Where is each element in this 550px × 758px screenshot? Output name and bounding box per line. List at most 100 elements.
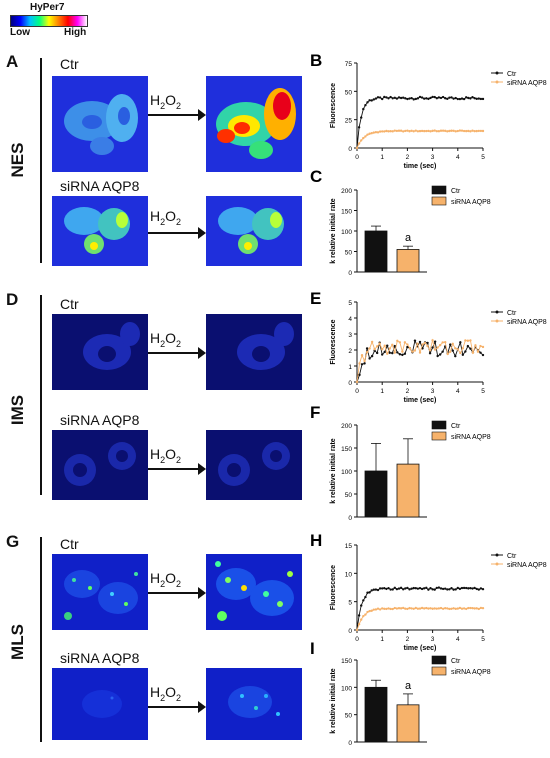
data-point-b-0-3: [362, 107, 365, 111]
data-point-b-0-47: [454, 96, 457, 100]
series-line-e-0: [356, 339, 484, 383]
data-point-e-0-33: [438, 353, 442, 356]
ims-ctr-arrow: [148, 347, 206, 359]
x-tick-label-h-2: 2: [406, 636, 410, 643]
data-point-b-1-60: [481, 129, 485, 133]
data-point-b-0-39: [437, 96, 441, 99]
panel-letter-i: I: [310, 639, 315, 658]
data-point-e-1-29: [428, 349, 432, 352]
data-point-h-1-16: [389, 607, 392, 611]
mls-sirna-before-cells: [82, 690, 122, 718]
x-tick-label-b-4: 4: [456, 154, 460, 161]
mls-sirna-after-cells: [228, 686, 280, 718]
data-point-b-1-18: [393, 129, 396, 132]
data-point-h-0-56: [473, 586, 476, 590]
data-point-b-1-29: [416, 130, 420, 133]
data-point-b-1-57: [475, 129, 478, 133]
data-point-b-1-23: [404, 129, 407, 133]
y-axis-label-f: k relative initial rate: [330, 438, 337, 503]
data-point-b-0-10: [376, 96, 380, 99]
data-point-h-0-45: [450, 587, 453, 590]
legend-swatch-c-1: [431, 196, 447, 206]
data-point-e-1-43: [464, 339, 467, 342]
y-tick-label-e-4: 4: [348, 316, 352, 323]
legend-marker-h-1: [495, 562, 499, 566]
data-point-h-1-47: [454, 607, 457, 611]
data-point-b-1-20: [397, 129, 401, 132]
data-point-e-1-33: [438, 343, 442, 347]
data-point-b-1-59: [479, 129, 483, 133]
data-point-h-0-21: [399, 586, 403, 590]
panel-letter-h: H: [310, 531, 322, 550]
data-point-h-1-17: [391, 607, 394, 611]
data-point-h-0-55: [471, 587, 474, 590]
data-point-e-1-48: [476, 350, 480, 353]
mls-ctr-label: Ctr: [60, 536, 79, 552]
data-point-b-1-3: [362, 136, 365, 140]
ims-ctr-label: Ctr: [60, 296, 79, 312]
data-point-h-0-6: [368, 591, 371, 594]
data-point-b-0-24: [406, 97, 409, 101]
mls-ctr-after-cells: [215, 561, 294, 621]
data-point-b-1-24: [406, 129, 409, 132]
data-point-b-0-9: [374, 97, 378, 100]
data-point-h-1-46: [452, 607, 455, 610]
legend-label-b-1: siRNA AQP8: [507, 80, 547, 87]
data-point-b-0-29: [416, 97, 420, 100]
data-point-b-0-32: [423, 97, 426, 100]
data-point-b-0-16: [389, 95, 392, 99]
y-tick-label-h-3: 15: [345, 543, 353, 550]
data-point-e-1-45: [469, 339, 472, 342]
data-point-b-0-46: [452, 97, 455, 100]
data-point-h-1-41: [441, 607, 445, 611]
data-point-e-1-4: [365, 350, 369, 354]
data-point-b-0-30: [418, 95, 422, 99]
data-point-h-0-52: [465, 586, 468, 590]
data-point-b-1-15: [387, 130, 390, 133]
panel-letter-d: D: [6, 290, 19, 309]
data-point-b-1-33: [425, 129, 428, 133]
data-point-e-0-10: [381, 353, 384, 356]
legend-label-i-0: Ctr: [451, 658, 461, 665]
nes-ctr-after-image: [206, 76, 302, 172]
data-point-b-0-49: [458, 97, 462, 101]
data-point-b-0-34: [427, 97, 430, 101]
data-point-b-1-9: [374, 131, 378, 134]
data-point-h-0-44: [448, 588, 451, 591]
data-point-h-1-34: [427, 607, 430, 610]
significance-mark-c: a: [405, 232, 412, 244]
data-point-b-0-2: [360, 116, 363, 119]
data-point-e-0-45: [469, 347, 472, 350]
series-line-h-1: [356, 607, 484, 631]
y-tick-label-e-3: 3: [348, 332, 352, 339]
data-point-b-0-55: [471, 96, 474, 99]
data-point-h-0-46: [452, 588, 455, 591]
data-point-b-1-43: [446, 130, 449, 133]
y-axis-label-c: k relative initial rate: [330, 198, 337, 263]
data-point-h-1-29: [416, 607, 420, 610]
ims-ctr-before-image: [52, 314, 148, 390]
data-point-b-0-22: [402, 96, 405, 99]
legend-swatch-c-0: [431, 185, 447, 195]
data-point-h-1-32: [423, 607, 426, 610]
data-point-e-0-3: [363, 362, 366, 365]
data-point-b-1-32: [423, 129, 426, 133]
data-point-b-1-11: [378, 130, 382, 133]
mls-ctr-arrow: [148, 587, 206, 599]
nes-ctr-h2o2-label: H2O2: [150, 92, 182, 111]
data-point-e-1-2: [360, 354, 364, 357]
data-point-e-1-40: [456, 348, 459, 351]
x-tick-label-e-0: 0: [355, 388, 359, 395]
legend-label-e-0: Ctr: [507, 310, 517, 317]
data-point-h-0-28: [414, 586, 417, 590]
mls-sirna-label: siRNA AQP8: [60, 650, 140, 666]
data-point-b-1-17: [391, 130, 394, 133]
data-point-h-0-3: [362, 599, 365, 602]
data-point-b-1-6: [368, 132, 371, 135]
data-point-h-1-21: [399, 607, 403, 610]
nes-sirna-before-image: [52, 196, 148, 266]
data-point-h-1-0: [355, 628, 359, 632]
data-point-b-0-35: [429, 96, 432, 100]
data-point-e-1-8: [375, 345, 379, 348]
x-tick-label-h-3: 3: [431, 636, 435, 643]
